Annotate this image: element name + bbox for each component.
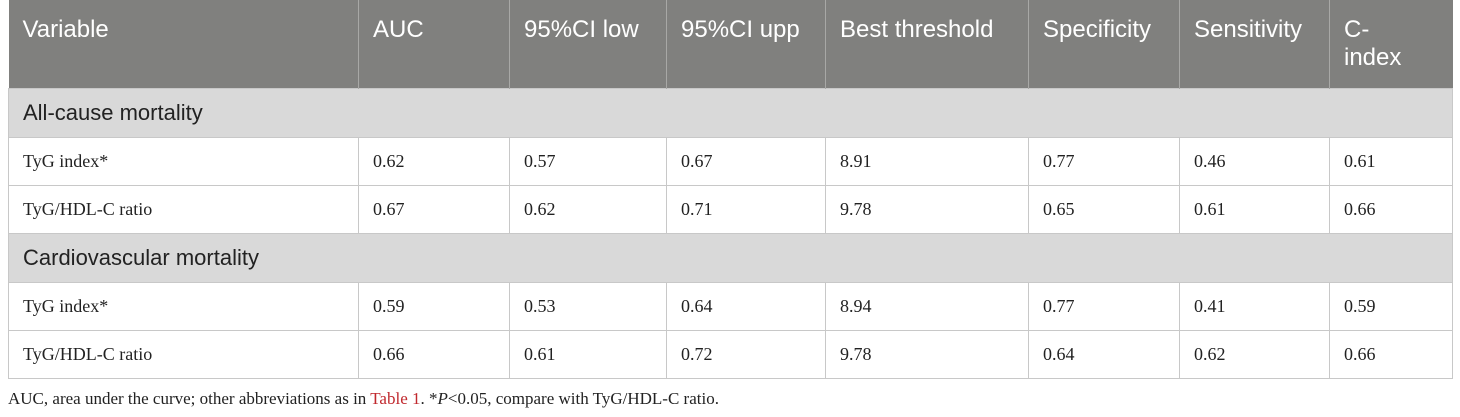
column-header: C-index [1329,0,1453,89]
cell: 0.64 [1028,330,1180,379]
column-header-text: Best threshold [840,16,994,43]
cell: 8.94 [825,282,1029,331]
section-title: All-cause mortality [8,88,1453,138]
cell: 9.78 [825,185,1029,234]
table-header: Variable AUC 95%CI low 95%CI upp Best thresh… [8,0,1453,89]
cell: 0.66 [1329,330,1453,379]
row-label: TyG index* [8,282,359,331]
section-row: All-cause mortality [8,88,1453,138]
column-header-text: Variable [22,16,109,43]
row-label: TyG/HDL-C ratio [8,185,359,234]
footnote-text: . * [420,389,438,408]
cell: 0.61 [509,330,667,379]
cell: 0.66 [1329,185,1453,234]
cell: 0.61 [1329,137,1453,186]
column-header: Best threshold [825,0,1029,89]
cell: 0.41 [1179,282,1330,331]
cell: 0.72 [666,330,826,379]
section-title: Cardiovascular mortality [8,233,1453,283]
data-row: TyG/HDL-C ratio 0.67 0.62 0.71 9.78 0.65 0.61 0… [8,185,1453,234]
column-header-text: 95%CI upp [681,16,800,43]
table-body: All-cause mortality TyG index* 0.62 0.57 0.6… [8,88,1453,379]
table-link[interactable]: Table 1 [370,389,421,408]
row-label: TyG index* [8,137,359,186]
column-header: Specificity [1028,0,1180,89]
column-header-text: C-index [1344,16,1402,71]
cell: 9.78 [825,330,1029,379]
column-header: AUC [358,0,510,89]
footnote: AUC, area under the curve; other abbrevi… [8,389,719,409]
cell: 0.71 [666,185,826,234]
data-row: TyG index* 0.59 0.53 0.64 8.94 0.77 0.41 0.59 [8,282,1453,331]
footnote-text: AUC, area under the curve; other abbrevi… [8,389,371,408]
column-header: 95%CI low [509,0,667,89]
cell: 0.61 [1179,185,1330,234]
cell: 0.67 [358,185,510,234]
data-row: TyG/HDL-C ratio 0.66 0.61 0.72 9.78 0.64 0.62 0… [8,330,1453,379]
cell: 0.62 [1179,330,1330,379]
results-table: Variable AUC 95%CI low 95%CI upp Best thresh… [8,0,1453,379]
cell: 0.65 [1028,185,1180,234]
section-row: Cardiovascular mortality [8,233,1453,283]
footnote-italic: P [437,389,448,408]
column-header-text: Sensitivity [1194,16,1303,43]
column-header-text: 95%CI low [524,16,639,43]
cell: 0.53 [509,282,667,331]
column-header-text: AUC [373,16,424,43]
cell: 0.46 [1179,137,1330,186]
cell: 0.59 [1329,282,1453,331]
cell: 0.64 [666,282,826,331]
header-row: Variable AUC 95%CI low 95%CI upp Best thresh… [8,0,1453,89]
column-header: Variable [8,0,359,89]
cell: 0.77 [1028,137,1180,186]
cell: 0.66 [358,330,510,379]
data-row: TyG index* 0.62 0.57 0.67 8.91 0.77 0.46 0.61 [8,137,1453,186]
column-header: 95%CI upp [666,0,826,89]
cell: 0.59 [358,282,510,331]
footnote-text: <0.05, compare with TyG/HDL-C ratio. [447,389,719,408]
cell: 0.57 [509,137,667,186]
cell: 0.62 [358,137,510,186]
column-header-text: Specificity [1043,16,1152,43]
cell: 8.91 [825,137,1029,186]
cell: 0.77 [1028,282,1180,331]
column-header: Sensitivity [1179,0,1330,89]
cell: 0.62 [509,185,667,234]
row-label: TyG/HDL-C ratio [8,330,359,379]
cell: 0.67 [666,137,826,186]
